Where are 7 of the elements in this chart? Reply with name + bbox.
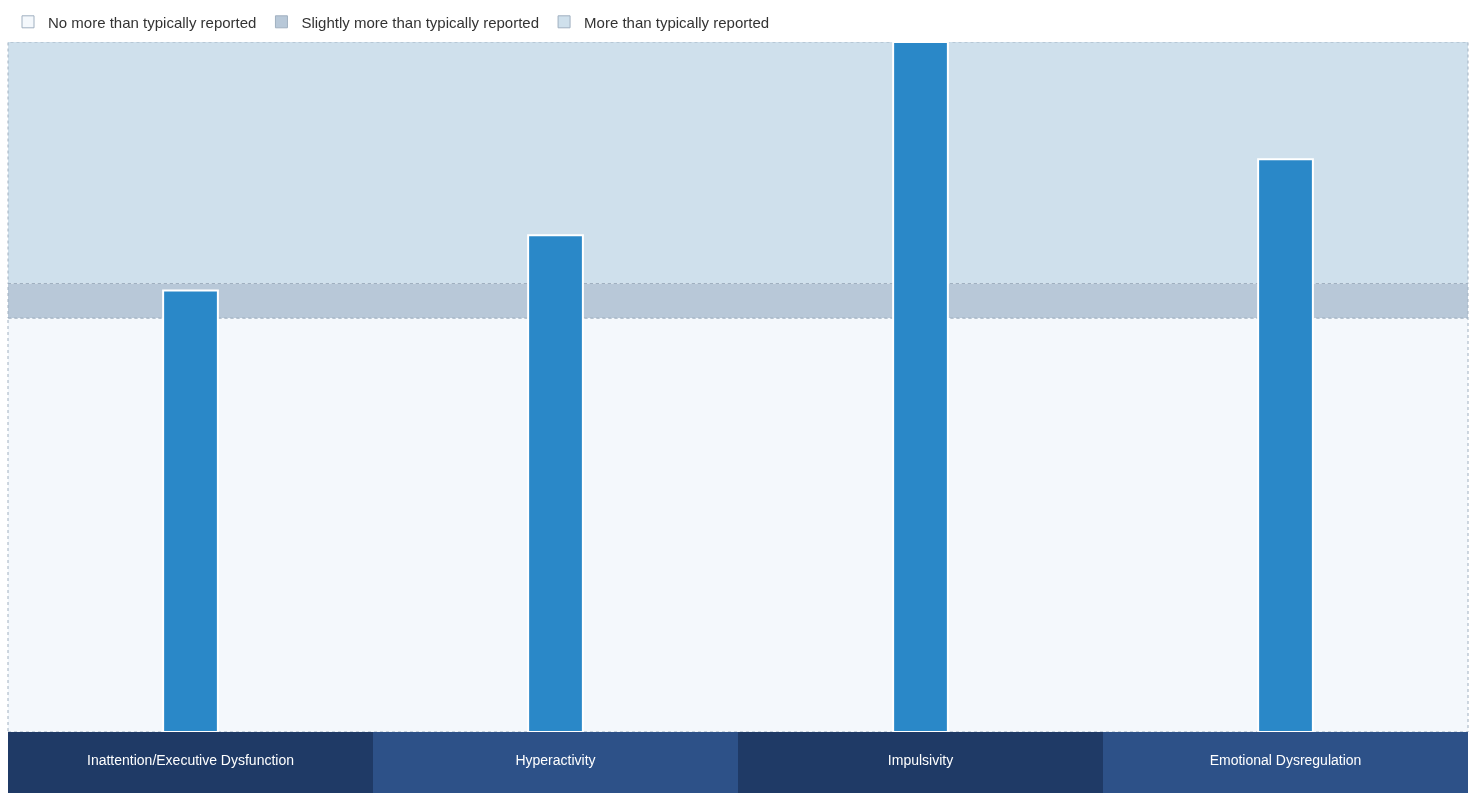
x-tick-label: Impulsivity bbox=[887, 752, 954, 768]
legend-label: No more than typically reported bbox=[48, 13, 257, 31]
legend-label: Slightly more than typically reported bbox=[301, 13, 540, 31]
x-tick-label: Inattention/Executive Dysfunction bbox=[86, 752, 295, 768]
x-tick-label: Emotional Dysregulation bbox=[1209, 752, 1362, 768]
x-tick-label: Hyperactivity bbox=[515, 752, 596, 768]
legend-label: More than typically reported bbox=[584, 13, 770, 31]
